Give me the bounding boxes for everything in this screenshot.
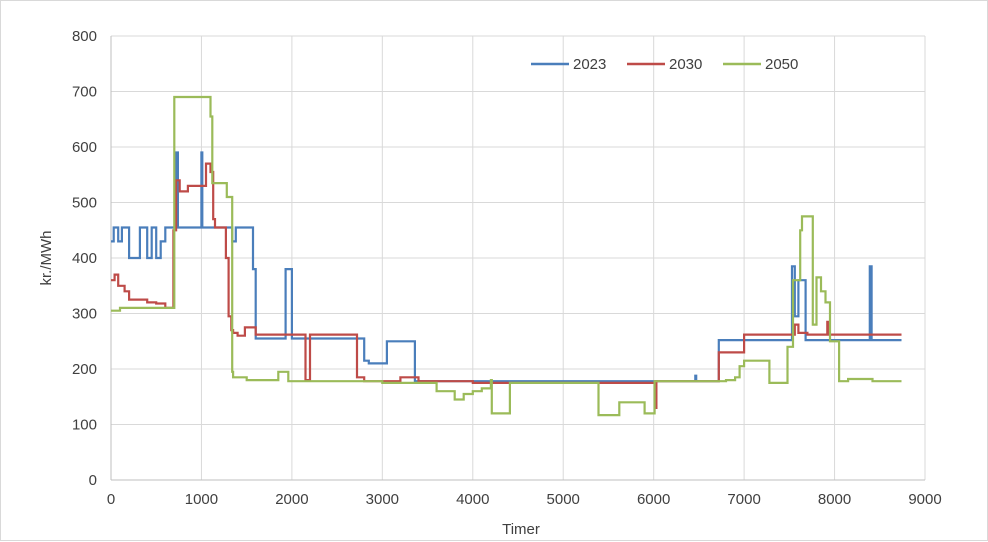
series-line-2050 bbox=[111, 95, 902, 417]
y-tick-label: 300 bbox=[72, 306, 97, 323]
y-tick-label: 500 bbox=[72, 195, 97, 212]
y-tick-label: 700 bbox=[72, 84, 97, 101]
series-line-2030 bbox=[111, 162, 902, 409]
y-tick-label: 800 bbox=[72, 28, 97, 45]
x-tick-label: 8000 bbox=[818, 491, 851, 508]
legend-label-2030: 2030 bbox=[669, 56, 702, 73]
x-tick-label: 1000 bbox=[185, 491, 218, 508]
x-axis-title: Timer bbox=[502, 521, 540, 538]
x-tick-label: 6000 bbox=[637, 491, 670, 508]
axes: 0 1000 2000 3000 4000 5000 6000 7000 8000 9000 0 10… bbox=[72, 28, 942, 508]
y-axis-title: kr./MWh bbox=[38, 231, 55, 286]
y-tick-label: 100 bbox=[72, 417, 97, 434]
series-line-2023 bbox=[111, 151, 902, 383]
series-lines bbox=[111, 95, 902, 417]
x-tick-label: 5000 bbox=[547, 491, 580, 508]
legend-label-2050: 2050 bbox=[765, 56, 798, 73]
legend: 2023 2030 2050 bbox=[531, 56, 798, 73]
y-tick-label: 200 bbox=[72, 361, 97, 378]
x-tick-label: 4000 bbox=[456, 491, 489, 508]
x-tick-label: 2000 bbox=[275, 491, 308, 508]
x-tick-label: 9000 bbox=[908, 491, 941, 508]
legend-label-2023: 2023 bbox=[573, 56, 606, 73]
x-tick-label: 3000 bbox=[366, 491, 399, 508]
y-tick-label: 400 bbox=[72, 250, 97, 267]
x-tick-label: 7000 bbox=[727, 491, 760, 508]
x-tick-label: 0 bbox=[107, 491, 115, 508]
y-tick-label: 600 bbox=[72, 139, 97, 156]
y-tick-label: 0 bbox=[89, 472, 97, 489]
